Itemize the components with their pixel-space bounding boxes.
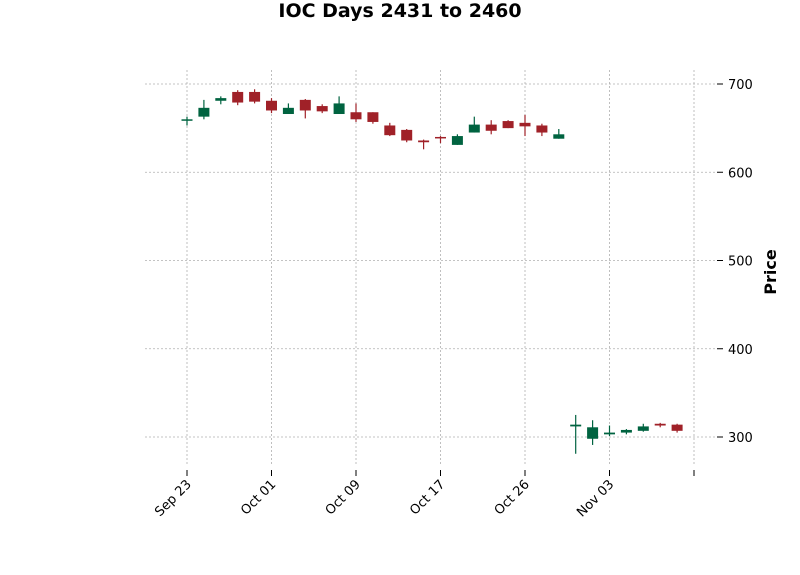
candle-body — [333, 103, 345, 115]
candle — [435, 136, 446, 144]
candle-body — [316, 106, 328, 112]
candle-body — [451, 136, 463, 145]
candle-body — [367, 112, 379, 122]
candle-body — [232, 91, 244, 103]
candle-body — [181, 119, 193, 121]
x-tick-label: Sep 23 — [152, 477, 195, 520]
candle-body — [435, 136, 446, 139]
candle — [468, 116, 480, 133]
y-tick-label: 600 — [728, 166, 753, 181]
candle — [181, 116, 193, 126]
candle — [519, 114, 531, 137]
candle-body — [249, 91, 261, 102]
candle-body — [502, 121, 514, 129]
candle — [316, 104, 328, 114]
candle — [553, 129, 565, 139]
candle-body — [587, 427, 599, 439]
candle-body — [266, 100, 277, 111]
candle-body — [282, 107, 294, 115]
candle-body — [519, 122, 531, 127]
candle — [671, 423, 683, 433]
candle-body — [536, 125, 548, 133]
candle — [350, 103, 362, 122]
candle-body — [604, 432, 615, 435]
candle — [282, 103, 294, 115]
candle-body — [350, 112, 362, 120]
candle — [654, 422, 666, 428]
candle — [536, 123, 548, 137]
grid-layer — [145, 70, 715, 465]
x-tick-label: Nov 03 — [574, 477, 617, 520]
candle — [570, 414, 582, 454]
candle — [384, 122, 396, 137]
candle — [418, 139, 430, 150]
x-tick-label: Oct 26 — [492, 477, 533, 518]
candle — [587, 420, 599, 445]
candle-layer — [181, 89, 683, 454]
candle — [502, 120, 514, 129]
y-axis-label: Price — [761, 249, 780, 295]
candle-body — [401, 129, 413, 141]
candle — [249, 89, 261, 104]
candle-body — [553, 134, 565, 139]
candle — [604, 425, 615, 437]
candle-body — [570, 424, 582, 427]
candle-body — [637, 426, 649, 431]
candle — [215, 96, 227, 105]
candle — [485, 120, 497, 135]
candle-body — [215, 98, 227, 101]
candle — [401, 129, 413, 143]
x-tick-label: Oct 01 — [238, 477, 279, 518]
candle — [333, 96, 345, 115]
chart-title: IOC Days 2431 to 2460 — [278, 0, 521, 22]
candle — [266, 98, 277, 114]
candle — [637, 423, 649, 432]
candle — [232, 90, 244, 106]
x-tick-label: Oct 09 — [323, 477, 364, 518]
candle-body — [418, 140, 430, 143]
candle — [299, 99, 311, 119]
y-tick-label: 400 — [728, 343, 753, 358]
candle-body — [198, 107, 210, 117]
candle — [620, 429, 632, 435]
y-tick-label: 500 — [728, 255, 753, 270]
candle-body — [620, 429, 632, 433]
x-tick-label: Oct 17 — [407, 477, 448, 518]
candle-body — [654, 423, 666, 426]
candle — [367, 112, 379, 124]
candle — [451, 134, 463, 145]
candle-body — [485, 124, 497, 131]
candle-body — [299, 99, 311, 111]
candle-body — [468, 124, 480, 133]
candle-body — [671, 424, 683, 431]
y-tick-label: 700 — [728, 78, 753, 93]
candle-body — [384, 125, 396, 136]
y-tick-label: 300 — [728, 431, 753, 446]
candle — [198, 99, 210, 120]
